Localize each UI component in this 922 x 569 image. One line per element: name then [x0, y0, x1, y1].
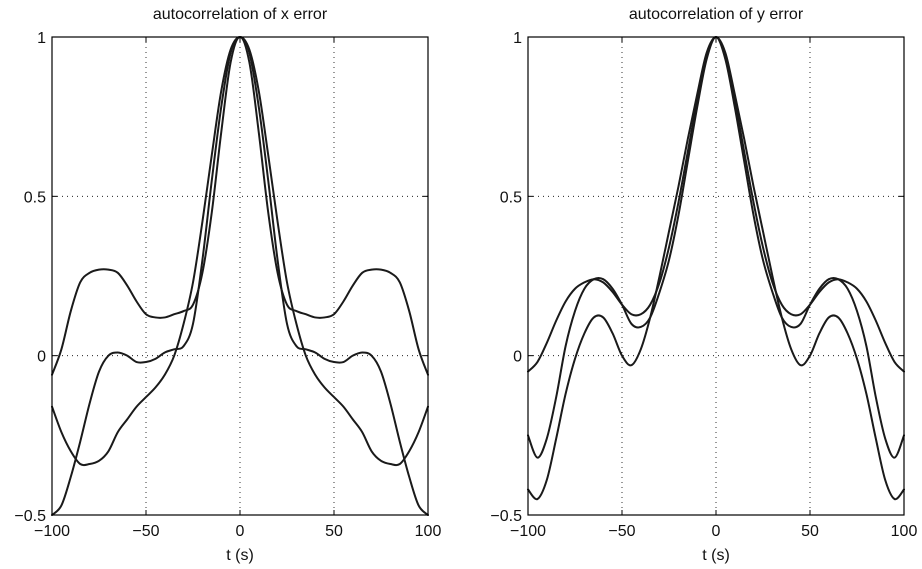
- y-tick-label: 0: [37, 349, 46, 366]
- axes-frame: [527, 36, 905, 516]
- grid: [52, 37, 428, 515]
- y-tick-label: 0: [513, 349, 522, 366]
- x-tick-label: 100: [415, 523, 442, 540]
- series-line-3: [527, 36, 905, 501]
- x-tick-label: 50: [325, 523, 343, 540]
- y-tick-label: −0.5: [490, 508, 522, 525]
- grid: [528, 37, 904, 515]
- ticks: −100 −50 0 50 100 −0.5 0 0.5 1: [14, 30, 441, 540]
- x-tick-label: 50: [801, 523, 819, 540]
- chart-panel-x-error: autocorrelation of x error t (s) −100 −50…: [14, 6, 441, 564]
- series-line-3: [51, 36, 429, 467]
- x-tick-label: −100: [34, 523, 70, 540]
- x-tick-label: 0: [236, 523, 245, 540]
- y-tick-label: −0.5: [14, 508, 46, 525]
- series-group: [527, 36, 905, 501]
- x-axis-label: t (s): [702, 547, 730, 564]
- series-group: [51, 36, 429, 516]
- chart-title: autocorrelation of y error: [629, 6, 804, 23]
- y-tick-label: 0.5: [500, 189, 522, 206]
- axes-frame: [51, 36, 429, 516]
- chart-panel-y-error: autocorrelation of y error t (s) −100 −50…: [490, 6, 917, 564]
- x-tick-label: −50: [132, 523, 159, 540]
- x-tick-label: 100: [891, 523, 918, 540]
- y-tick-label: 1: [513, 30, 522, 47]
- y-tick-label: 0.5: [24, 189, 46, 206]
- ticks: −100 −50 0 50 100 −0.5 0 0.5 1: [490, 30, 917, 540]
- x-tick-label: 0: [712, 523, 721, 540]
- series-line-2: [51, 36, 429, 516]
- chart-title: autocorrelation of x error: [153, 6, 328, 23]
- x-tick-label: −100: [510, 523, 546, 540]
- x-tick-label: −50: [608, 523, 635, 540]
- x-axis-label: t (s): [226, 547, 254, 564]
- y-tick-label: 1: [37, 30, 46, 47]
